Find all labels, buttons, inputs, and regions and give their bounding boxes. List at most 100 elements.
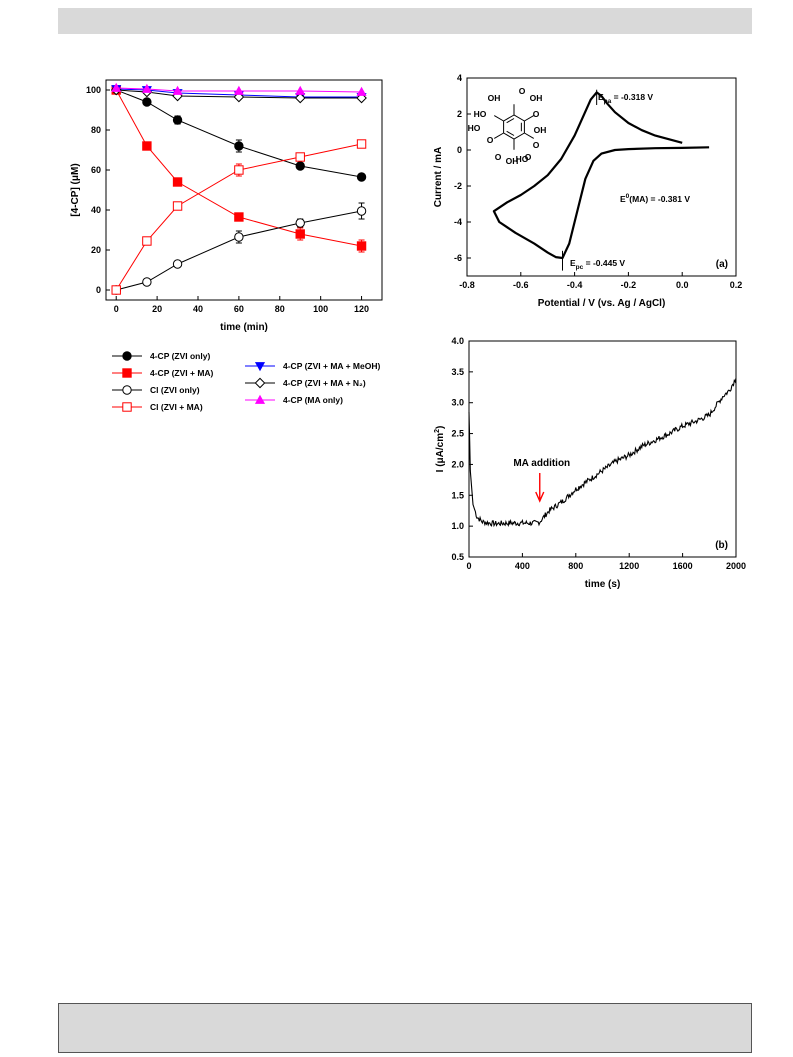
peak-annotation: Epa = -0.318 V xyxy=(598,92,653,105)
data-point xyxy=(295,218,305,228)
current-trace xyxy=(468,377,737,528)
ct-ytick-label: 4.0 xyxy=(451,336,464,346)
annotation-sub: pa xyxy=(604,98,612,105)
molecule-atom-label: OH xyxy=(506,156,519,166)
carboxyl-bond xyxy=(494,115,504,122)
molecule-atom-label: HO xyxy=(474,109,487,119)
legend-label: 4-CP (ZVI only) xyxy=(150,351,210,361)
cv-xtick-label: 0.2 xyxy=(730,280,743,290)
legend-marker xyxy=(254,362,266,372)
ring-double-bond xyxy=(506,118,515,124)
x-axis-label: time (s) xyxy=(585,579,621,590)
ma-addition-label: MA addition xyxy=(513,458,570,469)
series-line-4 xyxy=(116,88,362,98)
legend-label: Cl (ZVI only) xyxy=(150,385,200,395)
cv-xtick-label: -0.8 xyxy=(459,280,475,290)
ct-ytick-label: 1.0 xyxy=(451,521,464,531)
cv-ytick-label: -2 xyxy=(454,181,462,191)
molecule-atom-label: O xyxy=(525,152,532,162)
data-point xyxy=(172,201,183,211)
deg-xtick-label: 20 xyxy=(152,304,162,314)
data-point xyxy=(234,141,244,151)
legend-label: 4-CP (ZVI + MA) xyxy=(150,368,214,378)
legend-label: 4-CP (ZVI + MA + MeOH) xyxy=(283,361,380,371)
series-line-5 xyxy=(116,89,362,99)
data-point xyxy=(142,236,152,246)
deg-ytick-label: 60 xyxy=(91,165,101,175)
cyclic-voltammogram-chart: -0.8 -0.6 -0.4 -0.2 0.0 0.2 -6 -4 -2 0 2 4 Potential… xyxy=(433,73,742,309)
ma-addition-arrow-head xyxy=(535,491,545,503)
cv-xtick-label: 0.0 xyxy=(676,280,689,290)
ct-ytick-label: 3.0 xyxy=(451,398,464,408)
cv-ytick-label: 2 xyxy=(457,109,462,119)
cv-ytick-label: -6 xyxy=(454,253,462,263)
series-line-0 xyxy=(116,89,362,178)
header-band xyxy=(58,8,752,34)
deg-xtick-label: 60 xyxy=(234,304,244,314)
data-point xyxy=(295,85,306,95)
annotation-tail: = -0.318 V xyxy=(611,92,653,102)
annotation-main: E xyxy=(598,92,604,102)
degradation-legend: 4-CP (ZVI only) 4-CP (ZVI + MA) Cl (ZVI on… xyxy=(112,351,380,412)
y-axis-label: [4-CP] (μM) xyxy=(70,163,81,216)
annotation-sub: pc xyxy=(576,264,584,271)
legend-marker xyxy=(122,402,132,412)
carboxyl-bond xyxy=(524,132,534,139)
data-point xyxy=(172,177,183,187)
cv-ytick-label: 4 xyxy=(457,73,462,83)
deg-xtick-label: 40 xyxy=(193,304,203,314)
molecule-atom-label: O xyxy=(487,135,494,145)
data-point xyxy=(234,232,244,242)
ct-ytick-label: 2.0 xyxy=(451,459,464,469)
data-point xyxy=(142,141,152,151)
molecule-atom-label: HO xyxy=(516,154,529,164)
panel-label: (a) xyxy=(716,259,728,270)
data-point xyxy=(356,172,367,182)
series-line-6 xyxy=(116,87,362,93)
ct-ytick-label: 0.5 xyxy=(451,552,464,562)
legend-label: Cl (ZVI + MA) xyxy=(150,402,203,412)
data-point xyxy=(356,206,367,216)
annotation-tail: (MA) = -0.381 V xyxy=(629,194,690,204)
data-point xyxy=(142,97,152,107)
ct-xtick-label: 1200 xyxy=(619,561,639,571)
data-point xyxy=(295,161,305,171)
data-point xyxy=(172,85,183,95)
y-axis-label: I (μA/cm2) xyxy=(434,426,446,473)
footer-band xyxy=(58,1003,752,1053)
y-axis-label: Current / mA xyxy=(433,147,444,208)
ct-ytick-label: 3.5 xyxy=(451,367,464,377)
data-point xyxy=(234,165,244,175)
cv-xtick-label: -0.4 xyxy=(567,280,583,290)
legend-marker xyxy=(254,377,266,389)
annotation-sup: 0 xyxy=(626,193,630,200)
carboxyl-bond xyxy=(494,132,504,139)
data-point xyxy=(141,83,152,93)
deg-xtick-label: 0 xyxy=(114,304,119,314)
molecule-atom-label: O xyxy=(519,86,526,96)
series-line-2 xyxy=(116,210,362,291)
cv-xtick-label: -0.2 xyxy=(621,280,637,290)
deg-ytick-label: 100 xyxy=(86,85,101,95)
y-axis-label-main: I (μA/cm xyxy=(435,433,446,473)
cv-curve xyxy=(492,91,710,260)
data-point xyxy=(142,277,152,287)
ct-xtick-label: 800 xyxy=(568,561,583,571)
deg-ytick-label: 40 xyxy=(91,205,101,215)
annotation-main: E xyxy=(620,194,626,204)
ct-frame xyxy=(468,340,737,558)
y-axis-label-tail: ) xyxy=(435,426,446,429)
ct-xtick-label: 400 xyxy=(515,561,530,571)
data-point xyxy=(111,82,122,92)
data-point xyxy=(111,285,121,295)
data-point xyxy=(294,92,306,104)
cv-ytick-label: 0 xyxy=(457,145,462,155)
data-point xyxy=(172,259,183,269)
molecule-atom-label: O xyxy=(533,140,540,150)
deg-ytick-label: 0 xyxy=(96,285,101,295)
data-point xyxy=(356,86,367,96)
data-point xyxy=(233,85,244,95)
data-point xyxy=(295,229,305,239)
cv-frame xyxy=(466,77,737,277)
